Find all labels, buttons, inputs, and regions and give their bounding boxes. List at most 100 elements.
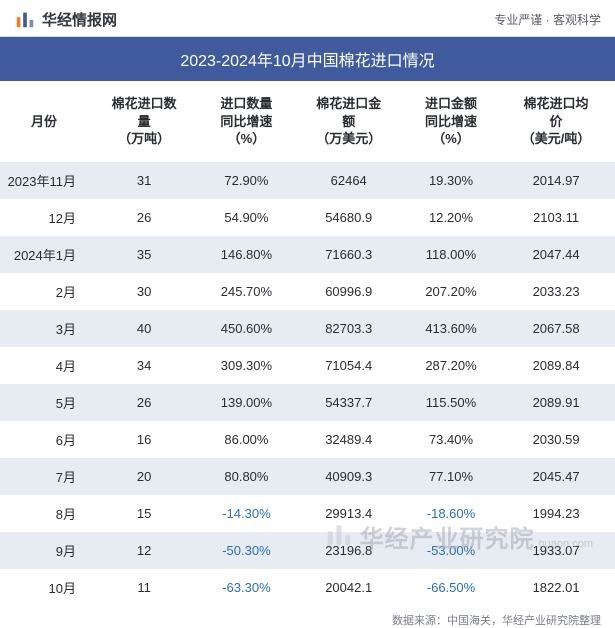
table-cell: 207.20% bbox=[405, 273, 497, 310]
table-row: 2024年1月35146.80%71660.3118.00%2047.44 bbox=[0, 236, 615, 273]
table-cell: 2033.23 bbox=[497, 273, 615, 310]
column-header: 月份 bbox=[0, 81, 88, 162]
table-cell: 10月 bbox=[0, 569, 88, 606]
table-cell: 1933.07 bbox=[497, 532, 615, 569]
column-header: 进口金额 同比增速 （%） bbox=[405, 81, 497, 162]
table-row: 9月12-50.30%23196.8-53.00%1933.07 bbox=[0, 532, 615, 569]
table-cell: 77.10% bbox=[405, 458, 497, 495]
table-header: 月份棉花进口数 量 （万吨）进口数量 同比增速 （%）棉花进口金 额 （万美元）… bbox=[0, 81, 615, 162]
table-cell: 139.00% bbox=[200, 384, 292, 421]
table-cell: 26 bbox=[88, 384, 200, 421]
table-cell: 40909.3 bbox=[293, 458, 405, 495]
table-cell: 3月 bbox=[0, 310, 88, 347]
table-cell: -18.60% bbox=[405, 495, 497, 532]
table-cell: 413.60% bbox=[405, 310, 497, 347]
table-cell: 287.20% bbox=[405, 347, 497, 384]
table-cell: 2089.91 bbox=[497, 384, 615, 421]
cotton-import-table: 月份棉花进口数 量 （万吨）进口数量 同比增速 （%）棉花进口金 额 （万美元）… bbox=[0, 81, 615, 606]
table-cell: 16 bbox=[88, 421, 200, 458]
table-cell: 4月 bbox=[0, 347, 88, 384]
table-cell: 2103.11 bbox=[497, 199, 615, 236]
table-cell: 19.30% bbox=[405, 162, 497, 199]
header-bar: 华经情报网 专业严谨 · 客观科学 bbox=[0, 0, 615, 37]
table-cell: -14.30% bbox=[200, 495, 292, 532]
table-cell: 1994.23 bbox=[497, 495, 615, 532]
table-cell: 34 bbox=[88, 347, 200, 384]
table-cell: 12 bbox=[88, 532, 200, 569]
table-cell: 73.40% bbox=[405, 421, 497, 458]
table-row: 2023年11月3172.90%6246419.30%2014.97 bbox=[0, 162, 615, 199]
data-source: 数据来源：中国海关，华经产业研究院整理 bbox=[0, 606, 615, 628]
table-row: 6月1686.00%32489.473.40%2030.59 bbox=[0, 421, 615, 458]
table-cell: 11 bbox=[88, 569, 200, 606]
table-cell: 30 bbox=[88, 273, 200, 310]
table-cell: 86.00% bbox=[200, 421, 292, 458]
table-cell: 2月 bbox=[0, 273, 88, 310]
logo-text: 华经情报网 bbox=[42, 9, 117, 30]
table-cell: -50.30% bbox=[200, 532, 292, 569]
table-cell: 1822.01 bbox=[497, 569, 615, 606]
table-cell: 60996.9 bbox=[293, 273, 405, 310]
header-tagline: 专业严谨 · 客观科学 bbox=[494, 11, 601, 28]
table-row: 4月34309.30%71054.4287.20%2089.84 bbox=[0, 347, 615, 384]
table-row: 8月15-14.30%29913.4-18.60%1994.23 bbox=[0, 495, 615, 532]
table-cell: 2089.84 bbox=[497, 347, 615, 384]
table-cell: -63.30% bbox=[200, 569, 292, 606]
table-cell: 2023年11月 bbox=[0, 162, 88, 199]
table-row: 2月30245.70%60996.9207.20%2033.23 bbox=[0, 273, 615, 310]
table-cell: 146.80% bbox=[200, 236, 292, 273]
table-body: 2023年11月3172.90%6246419.30%2014.9712月265… bbox=[0, 162, 615, 606]
table-cell: 15 bbox=[88, 495, 200, 532]
column-header: 进口数量 同比增速 （%） bbox=[200, 81, 292, 162]
table-cell: 9月 bbox=[0, 532, 88, 569]
table-row: 10月11-63.30%20042.1-66.50%1822.01 bbox=[0, 569, 615, 606]
table-cell: 115.50% bbox=[405, 384, 497, 421]
table-cell: 309.30% bbox=[200, 347, 292, 384]
table-cell: -66.50% bbox=[405, 569, 497, 606]
table-cell: 7月 bbox=[0, 458, 88, 495]
table-cell: 2030.59 bbox=[497, 421, 615, 458]
table-cell: 12.20% bbox=[405, 199, 497, 236]
table-cell: 23196.8 bbox=[293, 532, 405, 569]
column-header: 棉花进口金 额 （万美元） bbox=[293, 81, 405, 162]
table-cell: 71660.3 bbox=[293, 236, 405, 273]
table-cell: -53.00% bbox=[405, 532, 497, 569]
table-cell: 118.00% bbox=[405, 236, 497, 273]
table-cell: 6月 bbox=[0, 421, 88, 458]
table-row: 12月2654.90%54680.912.20%2103.11 bbox=[0, 199, 615, 236]
table-cell: 2024年1月 bbox=[0, 236, 88, 273]
table-cell: 20042.1 bbox=[293, 569, 405, 606]
table-cell: 71054.4 bbox=[293, 347, 405, 384]
table-cell: 80.80% bbox=[200, 458, 292, 495]
table-cell: 54.90% bbox=[200, 199, 292, 236]
table-cell: 72.90% bbox=[200, 162, 292, 199]
table-cell: 29913.4 bbox=[293, 495, 405, 532]
table-cell: 450.60% bbox=[200, 310, 292, 347]
column-header: 棉花进口均 价 （美元/吨） bbox=[497, 81, 615, 162]
table-cell: 12月 bbox=[0, 199, 88, 236]
table-cell: 35 bbox=[88, 236, 200, 273]
logo: 华经情报网 bbox=[14, 8, 117, 30]
table-cell: 5月 bbox=[0, 384, 88, 421]
table-cell: 245.70% bbox=[200, 273, 292, 310]
table-cell: 54680.9 bbox=[293, 199, 405, 236]
table-cell: 20 bbox=[88, 458, 200, 495]
table-cell: 32489.4 bbox=[293, 421, 405, 458]
table-row: 5月26139.00%54337.7115.50%2089.91 bbox=[0, 384, 615, 421]
table-row: 7月2080.80%40909.377.10%2045.47 bbox=[0, 458, 615, 495]
logo-icon bbox=[14, 8, 36, 30]
table-cell: 31 bbox=[88, 162, 200, 199]
table-cell: 2014.97 bbox=[497, 162, 615, 199]
table-cell: 40 bbox=[88, 310, 200, 347]
table-container: 月份棉花进口数 量 （万吨）进口数量 同比增速 （%）棉花进口金 额 （万美元）… bbox=[0, 81, 615, 628]
table-cell: 2047.44 bbox=[497, 236, 615, 273]
table-row: 3月40450.60%82703.3413.60%2067.58 bbox=[0, 310, 615, 347]
table-cell: 54337.7 bbox=[293, 384, 405, 421]
table-cell: 2067.58 bbox=[497, 310, 615, 347]
table-cell: 26 bbox=[88, 199, 200, 236]
table-cell: 8月 bbox=[0, 495, 88, 532]
table-cell: 62464 bbox=[293, 162, 405, 199]
table-cell: 82703.3 bbox=[293, 310, 405, 347]
table-cell: 2045.47 bbox=[497, 458, 615, 495]
title-bar: 2023-2024年10月中国棉花进口情况 bbox=[0, 37, 615, 81]
